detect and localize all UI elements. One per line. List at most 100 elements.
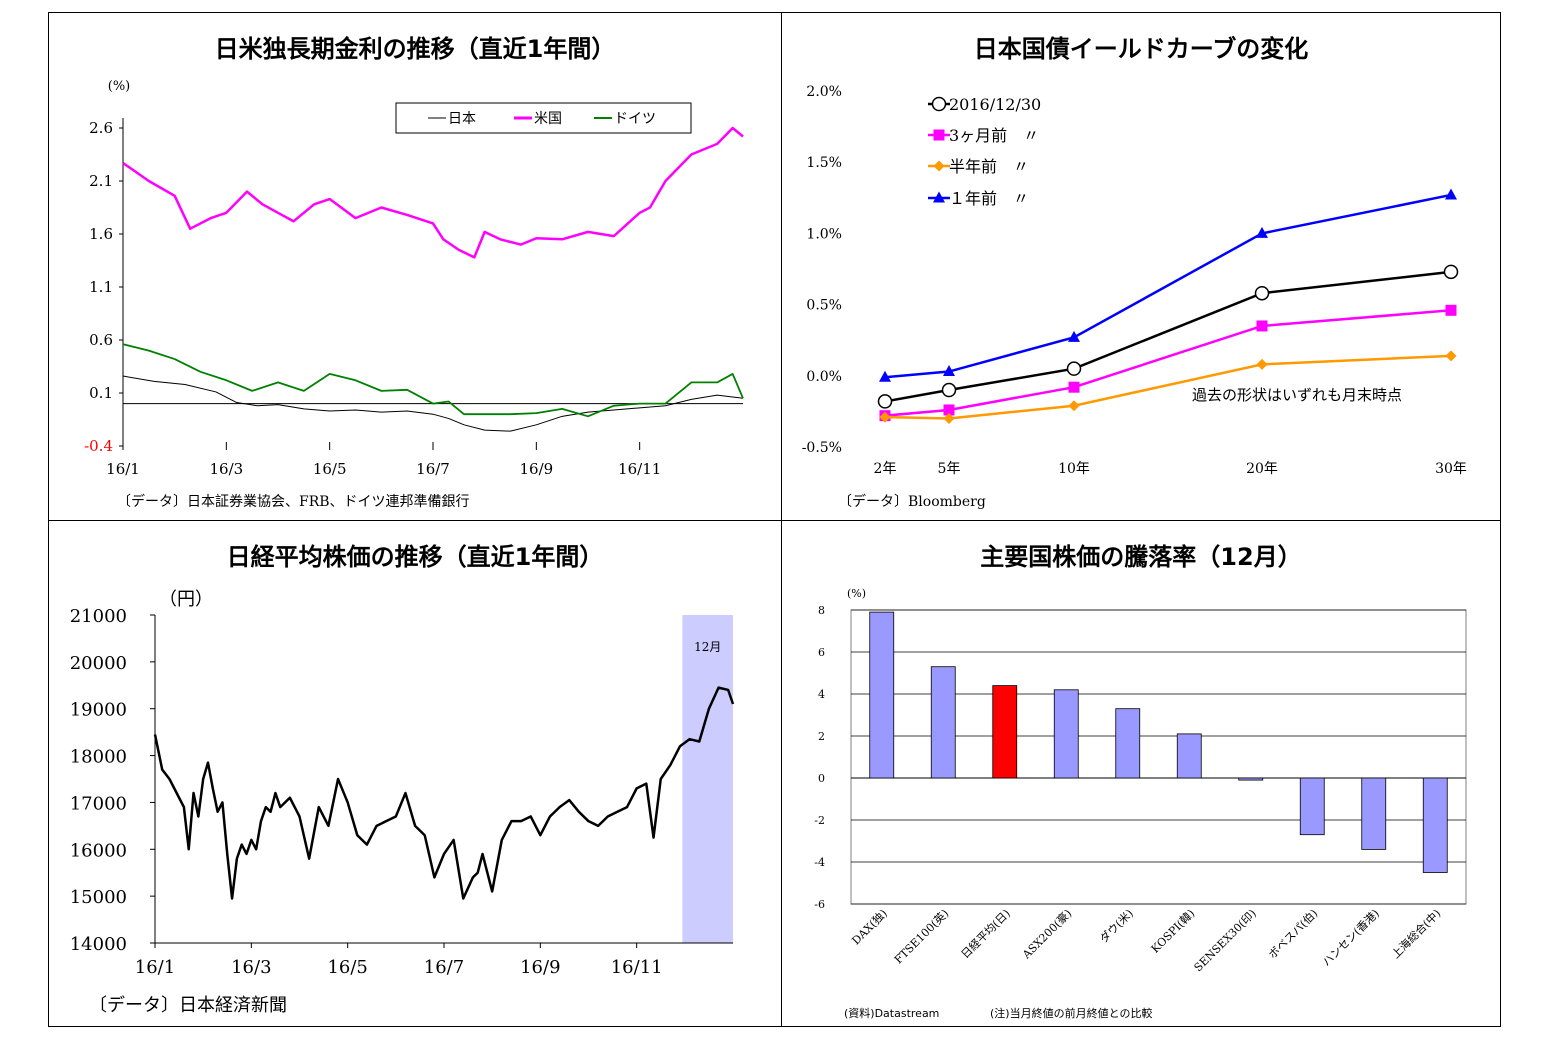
rates-ytick-label: 1.6 bbox=[89, 225, 113, 243]
yield-point bbox=[1068, 330, 1080, 342]
nikkei-ytick-label: 18000 bbox=[70, 747, 127, 768]
rates-xtick-label: 16/11 bbox=[618, 460, 661, 478]
nikkei-ytick-label: 14000 bbox=[70, 934, 127, 955]
rates-ytick-label: 0.6 bbox=[89, 331, 113, 349]
yield-point bbox=[1068, 400, 1080, 412]
yield-point bbox=[1256, 226, 1268, 238]
rates-xtick-label: 16/9 bbox=[519, 460, 553, 478]
stocks-category-label: FTSE100(英) bbox=[891, 906, 951, 966]
stocks-bar bbox=[1422, 777, 1448, 873]
yield-title: 日本国債イールドカーブの変化 bbox=[973, 35, 1309, 63]
stocks-bar bbox=[1299, 777, 1325, 836]
yield-legend-label: 半年前 〃 bbox=[949, 157, 1029, 176]
yield-legend-label: １年前 〃 bbox=[949, 189, 1029, 208]
yield-ytick-label: 1.0% bbox=[806, 226, 842, 242]
rates-legend-label: ドイツ bbox=[614, 111, 656, 127]
stocks-bar bbox=[992, 685, 1018, 779]
nikkei-xtick-label: 16/5 bbox=[327, 957, 367, 978]
stocks-source: (資料)Datastream bbox=[844, 1007, 940, 1020]
stocks-ytick-label: 6 bbox=[818, 646, 825, 659]
stocks-bar bbox=[930, 666, 956, 779]
yield-point bbox=[943, 365, 955, 377]
yield-panel: 日本国債イールドカーブの変化 2.0% 1.5% 1.0% 0.5% 0.0% -0.5%… bbox=[782, 13, 1500, 520]
stocks-category-label: ハンセン(香港) bbox=[1320, 907, 1382, 969]
stocks-bar bbox=[1115, 708, 1141, 779]
yield-note: 過去の形状はいずれも月末時点 bbox=[1192, 386, 1402, 404]
yield-point bbox=[1445, 350, 1457, 362]
stocks-ytick-label: 4 bbox=[818, 688, 825, 701]
nikkei-source: 〔データ〕日本経済新聞 bbox=[89, 995, 287, 1016]
yield-point bbox=[1254, 285, 1270, 301]
stocks-bar bbox=[1053, 689, 1079, 779]
nikkei-xtick-label: 16/11 bbox=[611, 957, 663, 978]
stocks-category-label: ダウ(米) bbox=[1097, 906, 1136, 945]
nikkei-ytick-label: 21000 bbox=[70, 606, 127, 627]
yield-xtick-label: 2年 bbox=[874, 461, 897, 477]
stocks-bar bbox=[1361, 777, 1387, 850]
yield-ytick-label: 2.0% bbox=[806, 84, 842, 100]
rates-xtick-label: 16/7 bbox=[416, 460, 450, 478]
stocks-unit-label: (%) bbox=[847, 587, 866, 600]
yield-chart: 2.0% 1.5% 1.0% 0.5% 0.0% -0.5% 2年 5年 10年 20年 30年 20… bbox=[802, 84, 1467, 477]
stocks-category-label: DAX(独) bbox=[849, 907, 889, 947]
frame-left bbox=[48, 12, 49, 1027]
rates-legend-label: 米国 bbox=[534, 111, 562, 127]
stocks-bar bbox=[1176, 733, 1202, 779]
yield-point bbox=[877, 394, 893, 409]
stocks-category-label: 上海総合(中) bbox=[1389, 906, 1444, 961]
yield-point bbox=[1445, 188, 1457, 200]
nikkei-ytick-label: 17000 bbox=[70, 793, 127, 814]
frame-center bbox=[781, 12, 782, 1027]
yield-ytick-label: 0.5% bbox=[806, 298, 842, 314]
stocks-note: (注)当月終値の前月終値との比較 bbox=[990, 1007, 1153, 1020]
frame-middle bbox=[48, 520, 1501, 521]
nikkei-panel: 日経平均株価の推移（直近1年間） 12月 （円） 21000 20000 19000 18… bbox=[49, 521, 781, 1026]
nikkei-xtick-label: 16/7 bbox=[424, 957, 464, 978]
stocks-ytick-label: 2 bbox=[818, 730, 825, 743]
stocks-chart: (%) 8 6 4 2 0 -2 -4 -6 DAX(独) FTSE100(英) 日経平均(日) ASX… bbox=[814, 587, 1467, 974]
stocks-ytick-label: 8 bbox=[818, 604, 825, 617]
frame-top bbox=[48, 12, 1501, 13]
yield-point bbox=[1256, 320, 1268, 332]
nikkei-xtick-label: 16/3 bbox=[231, 957, 271, 978]
yield-source: 〔データ〕Bloomberg bbox=[838, 494, 986, 510]
rates-source: 〔データ〕日本証券業協会、FRB、ドイツ連邦準備銀行 bbox=[117, 494, 470, 510]
nikkei-band-label: 12月 bbox=[694, 640, 721, 654]
nikkei-series-line bbox=[153, 686, 735, 900]
nikkei-december-band bbox=[682, 615, 733, 943]
yield-point bbox=[931, 96, 947, 112]
yield-point bbox=[1068, 381, 1080, 393]
rates-chart: (%) 2.6 2.1 1.6 1.1 0.6 0.1 -0.4 16/1 16/3 16/5 16/… bbox=[84, 79, 744, 478]
nikkei-ytick-label: 19000 bbox=[70, 700, 127, 721]
stocks-category-label: ASX200(豪) bbox=[1019, 906, 1075, 962]
yield-legend-label: 3ヶ月前 〃 bbox=[949, 126, 1039, 145]
rates-title: 日米独長期金利の推移（直近1年間） bbox=[214, 35, 616, 63]
stocks-bar bbox=[1238, 777, 1264, 781]
rates-xtick-label: 16/1 bbox=[106, 460, 140, 478]
yield-point bbox=[933, 129, 945, 141]
yield-point bbox=[1445, 304, 1457, 316]
rates-series-line-日本 bbox=[122, 375, 744, 432]
yield-point bbox=[943, 413, 955, 425]
nikkei-ytick-label: 20000 bbox=[70, 653, 127, 674]
nikkei-ytick-label: 15000 bbox=[70, 887, 127, 908]
stocks-ytick-label: -6 bbox=[814, 898, 825, 911]
stocks-category-label: ボベスパ(伯) bbox=[1265, 906, 1320, 961]
yield-legend-label: 2016/12/30 bbox=[949, 95, 1041, 114]
stocks-title: 主要国株価の騰落率（12月） bbox=[980, 543, 1302, 571]
rates-ytick-label: 0.1 bbox=[89, 384, 113, 402]
rates-ytick-label: 2.1 bbox=[89, 172, 113, 190]
rates-unit-label: (%) bbox=[108, 79, 131, 94]
yield-point bbox=[1066, 361, 1082, 376]
rates-series-line-ドイツ bbox=[122, 343, 744, 418]
yield-point bbox=[933, 191, 945, 203]
yield-series-line bbox=[884, 193, 1452, 379]
stocks-bar bbox=[869, 611, 895, 779]
rates-ytick-label: 2.6 bbox=[89, 119, 113, 137]
nikkei-unit-label: （円） bbox=[159, 589, 213, 610]
rates-ytick-label: -0.4 bbox=[84, 437, 113, 455]
nikkei-chart: 12月 （円） 21000 20000 19000 18000 17000 16000 1500… bbox=[70, 589, 735, 978]
stocks-ytick-label: 0 bbox=[818, 772, 825, 785]
yield-point bbox=[1443, 264, 1459, 280]
yield-point bbox=[943, 404, 955, 416]
